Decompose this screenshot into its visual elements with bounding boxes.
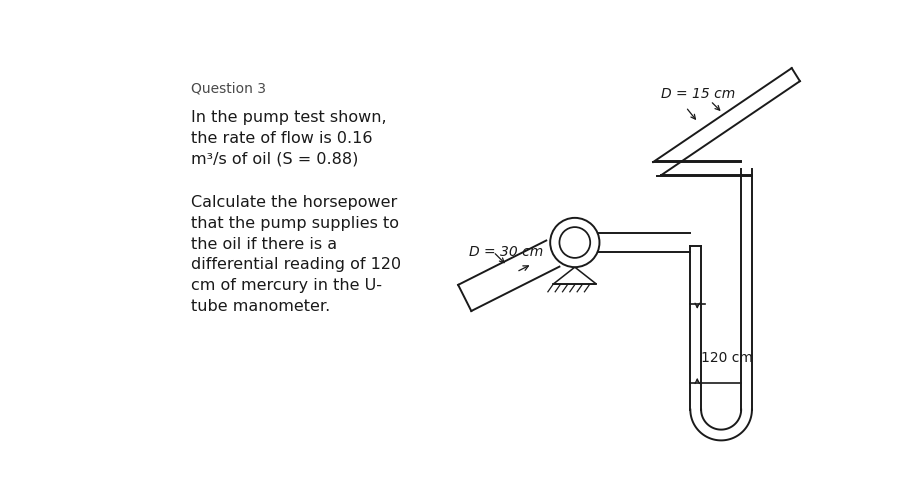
Text: cm of mercury in the U-: cm of mercury in the U- <box>191 278 382 293</box>
Text: Question 3: Question 3 <box>191 82 266 96</box>
Circle shape <box>550 218 599 268</box>
Text: 120 cm: 120 cm <box>701 350 753 364</box>
Text: the oil if there is a: the oil if there is a <box>191 236 337 251</box>
Text: Calculate the horsepower: Calculate the horsepower <box>191 194 397 209</box>
Text: In the pump test shown,: In the pump test shown, <box>191 110 387 125</box>
Circle shape <box>560 227 590 259</box>
Text: differential reading of 120: differential reading of 120 <box>191 257 402 272</box>
Text: D = 15 cm: D = 15 cm <box>661 87 736 101</box>
Text: m³/s of oil (S = 0.88): m³/s of oil (S = 0.88) <box>191 152 359 166</box>
Text: tube manometer.: tube manometer. <box>191 298 331 313</box>
Text: the rate of flow is 0.16: the rate of flow is 0.16 <box>191 131 373 146</box>
Text: D = 30 cm: D = 30 cm <box>468 244 543 259</box>
Text: that the pump supplies to: that the pump supplies to <box>191 215 399 230</box>
